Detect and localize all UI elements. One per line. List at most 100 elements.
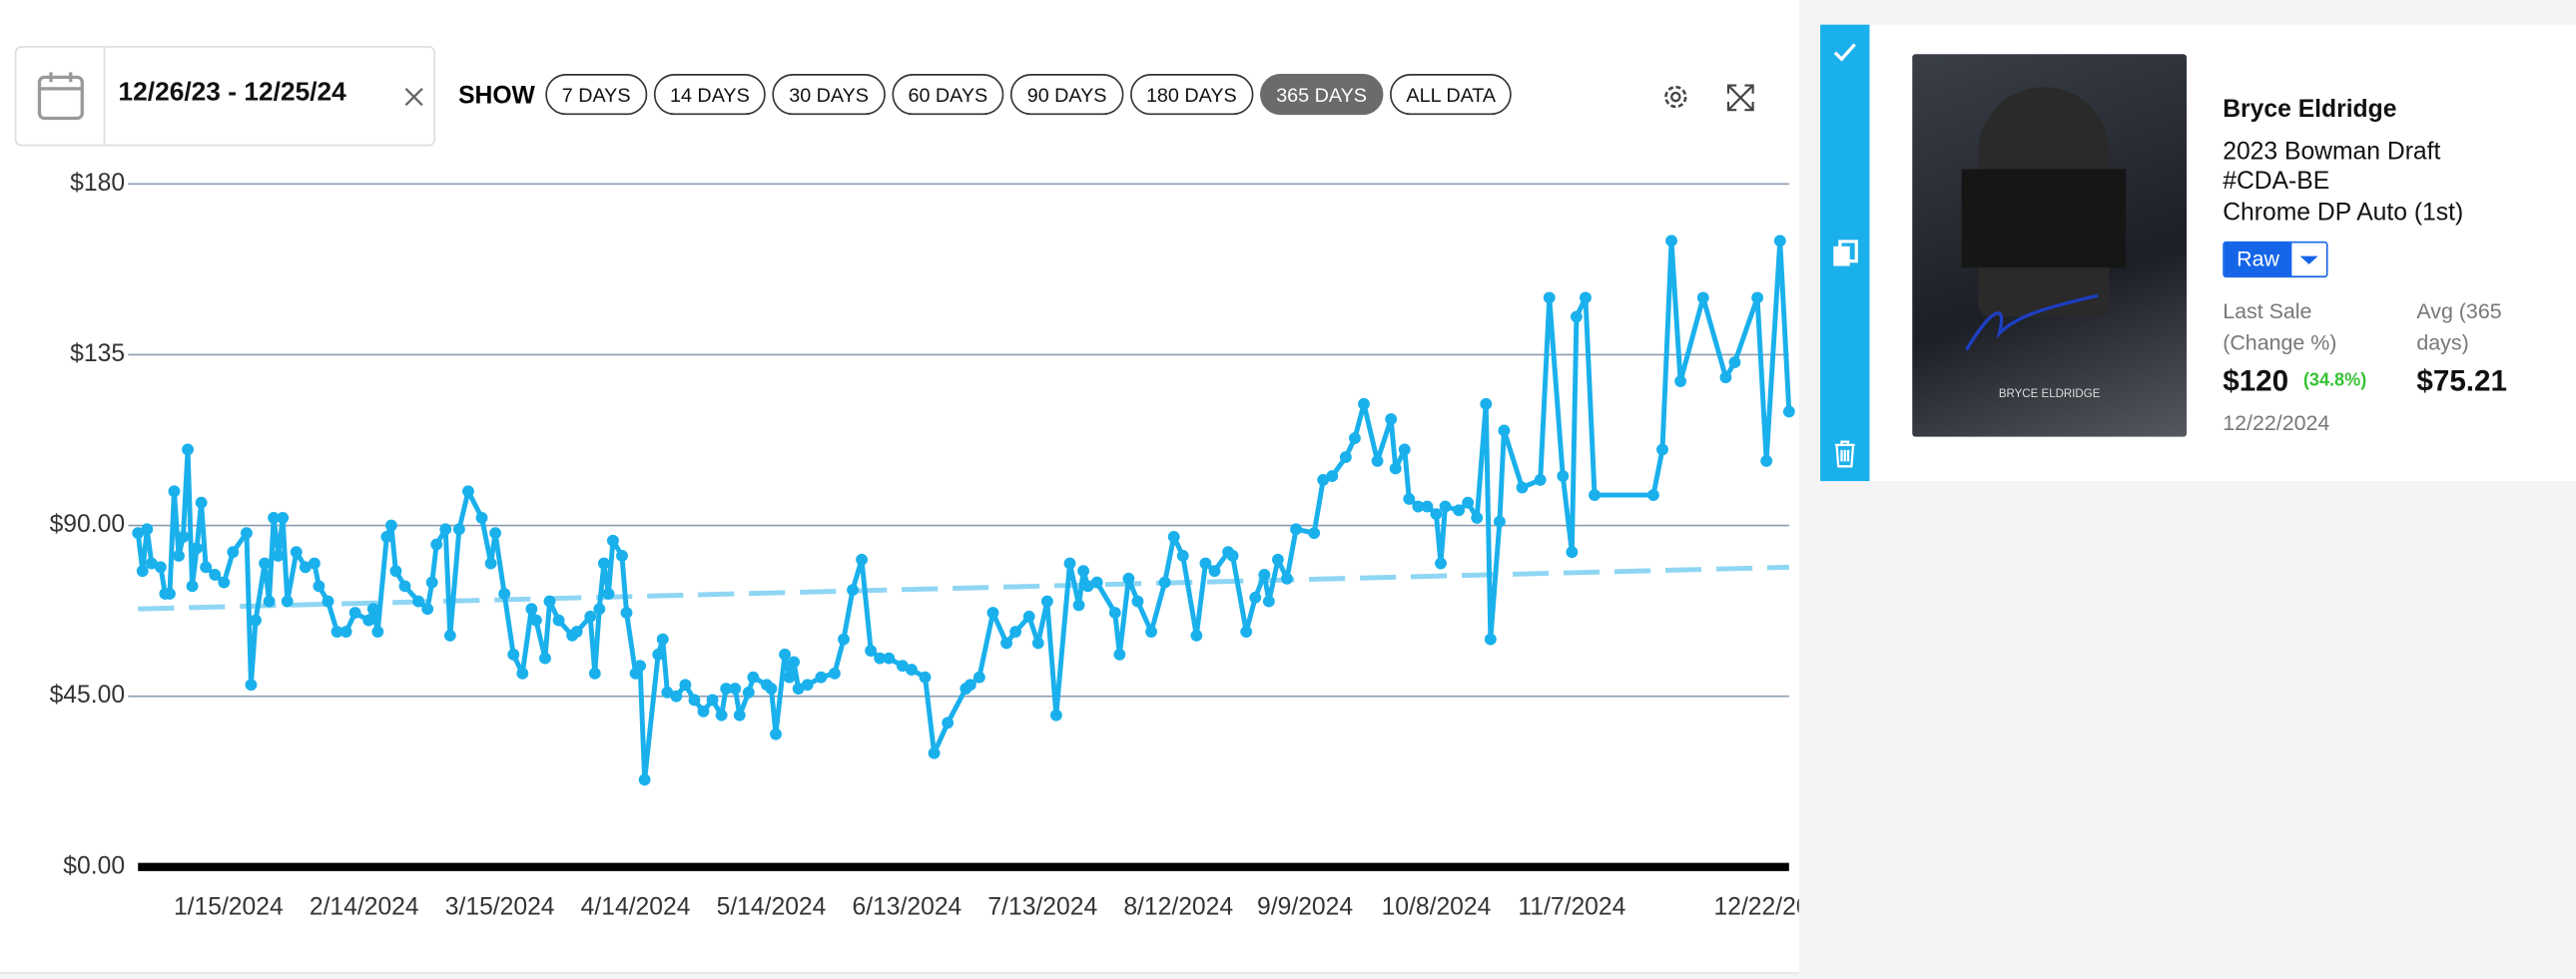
price-point	[679, 679, 692, 692]
price-point	[452, 523, 465, 536]
x-tick-label: 11/7/2024	[1518, 893, 1625, 920]
price-point	[1113, 648, 1126, 661]
price-line	[135, 238, 1792, 782]
price-point	[1072, 599, 1085, 612]
price-point	[986, 607, 999, 619]
clear-icon[interactable]	[404, 87, 424, 107]
price-point	[847, 584, 859, 597]
price-point	[570, 626, 583, 638]
card-image: BRYCE ELDRIDGE	[1912, 54, 2188, 437]
card-panel: BRYCE ELDRIDGE Bryce Eldridge 2023 Bowma…	[1820, 24, 2576, 482]
price-point	[529, 614, 542, 627]
price-point	[670, 690, 683, 703]
check-icon[interactable]	[1833, 43, 1856, 63]
price-point	[779, 648, 791, 661]
range-button[interactable]: 180 DAYS	[1129, 74, 1254, 116]
price-point	[308, 557, 321, 570]
price-point	[1358, 397, 1370, 410]
price-point	[1063, 557, 1076, 570]
price-point	[874, 652, 887, 665]
price-point	[209, 569, 222, 581]
price-point	[1656, 443, 1668, 456]
price-point	[1022, 610, 1035, 623]
grade: Raw	[2224, 243, 2292, 276]
x-tick-label: 2/14/2024	[310, 893, 419, 920]
price-point	[584, 610, 597, 623]
price-point	[1339, 451, 1352, 464]
price-point	[747, 671, 760, 684]
y-tick-label: $0.00	[63, 852, 125, 879]
price-point	[801, 679, 814, 692]
price-point	[1326, 470, 1339, 483]
price-point	[330, 626, 343, 638]
price-point	[398, 580, 411, 593]
price-point	[1131, 595, 1144, 608]
price-point	[272, 550, 285, 562]
price-point	[313, 580, 325, 593]
price-point	[1782, 405, 1795, 418]
copy-icon[interactable]	[1832, 240, 1858, 267]
price-point	[720, 683, 733, 695]
range-button[interactable]: 14 DAYS	[653, 74, 767, 116]
price-point	[268, 511, 281, 524]
price-point	[1665, 235, 1677, 247]
y-tick-label: $90.00	[50, 511, 125, 538]
sale-date: 12/22/2024	[2223, 410, 2330, 436]
price-point	[1696, 291, 1709, 304]
price-point	[366, 603, 379, 616]
price-point	[1249, 591, 1262, 604]
price-point	[154, 561, 167, 574]
price-point	[634, 660, 647, 673]
price-point	[1262, 595, 1275, 608]
range-button[interactable]: 365 DAYS	[1259, 74, 1384, 116]
price-point	[1484, 633, 1497, 646]
price-point	[588, 667, 601, 680]
price-point	[380, 531, 393, 543]
price-point	[200, 561, 213, 574]
delete-icon[interactable]	[1833, 440, 1856, 468]
range-button[interactable]: 90 DAYS	[1010, 74, 1123, 116]
price-point	[856, 553, 869, 566]
price-point	[1258, 569, 1271, 581]
x-tick-label: 7/13/2024	[987, 893, 1097, 920]
range-buttons: 7 DAYS 14 DAYS 30 DAYS 60 DAYS 90 DAYS 180 DA…	[545, 74, 1513, 116]
range-button[interactable]: 60 DAYS	[892, 74, 1004, 116]
price-point	[1226, 550, 1239, 562]
y-tick-label: $135	[70, 340, 125, 367]
x-tick-label: 8/12/2024	[1123, 893, 1233, 920]
price-point	[1773, 235, 1786, 247]
price-point	[290, 546, 303, 559]
price-point	[1176, 550, 1189, 562]
price-point	[177, 531, 190, 543]
price-point	[828, 667, 841, 680]
price-point	[706, 694, 719, 707]
price-point	[602, 588, 615, 600]
price-point	[883, 652, 896, 665]
price-point	[1240, 626, 1253, 638]
price-point	[1049, 709, 1062, 722]
price-point	[1498, 424, 1511, 437]
price-point	[1647, 489, 1659, 502]
price-point	[475, 511, 488, 524]
price-point	[439, 523, 452, 536]
price-point	[1435, 557, 1447, 570]
price-point	[697, 705, 710, 718]
settings-icon[interactable]	[1659, 81, 1692, 114]
range-button[interactable]: ALL DATA	[1389, 74, 1513, 116]
calendar-icon	[37, 72, 84, 121]
x-tick-label: 4/14/2024	[581, 893, 691, 920]
price-point	[1674, 375, 1687, 387]
range-button[interactable]: 30 DAYS	[772, 74, 886, 116]
price-point	[606, 534, 619, 547]
price-point	[489, 527, 502, 540]
expand-icon[interactable]	[1726, 84, 1754, 112]
date-picker[interactable]: 12/26/23 - 12/25/24	[14, 46, 436, 147]
price-point	[1081, 580, 1094, 593]
range-button[interactable]: 7 DAYS	[545, 74, 647, 116]
grade-select[interactable]: Raw	[2223, 241, 2328, 278]
price-point	[277, 511, 290, 524]
price-point	[906, 664, 918, 676]
price-point	[259, 557, 271, 570]
price-point	[1439, 500, 1452, 513]
